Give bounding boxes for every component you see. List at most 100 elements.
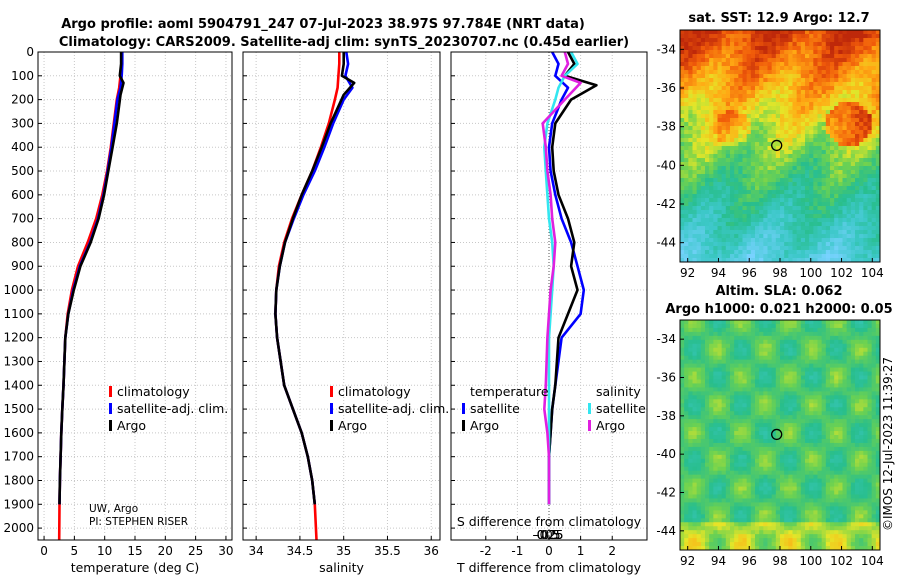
map-cell <box>767 98 773 103</box>
map-cell <box>813 86 818 91</box>
map-cell <box>830 234 835 239</box>
map-cell <box>713 174 718 179</box>
map-cell <box>813 122 818 127</box>
map-cell <box>767 134 773 139</box>
map-cell <box>817 242 823 247</box>
map-cell <box>796 42 802 47</box>
map-cell <box>784 158 789 163</box>
map-cell <box>709 178 714 183</box>
map-cell <box>721 538 727 543</box>
map-cell <box>855 142 860 147</box>
map-cell <box>767 347 773 353</box>
map-cell <box>692 438 698 444</box>
map-cell <box>688 542 693 547</box>
map-cell <box>784 510 789 515</box>
map-cell <box>734 391 739 396</box>
map-cell <box>821 214 827 219</box>
map-cell <box>738 320 743 325</box>
map-cell <box>863 38 868 43</box>
map-cell <box>734 122 739 127</box>
map-cell <box>730 246 735 251</box>
map-cell <box>709 82 714 87</box>
map-cell <box>780 182 785 187</box>
map-cell <box>767 462 773 468</box>
map-cell <box>825 238 831 243</box>
map-cell <box>842 126 848 131</box>
map-cell <box>834 138 839 143</box>
map-cell <box>788 90 793 95</box>
map-cell <box>784 238 789 243</box>
map-cell <box>742 522 748 527</box>
map-cell <box>788 42 793 47</box>
map-cell <box>817 258 823 263</box>
map-cell <box>813 351 818 357</box>
map-cell <box>742 38 748 43</box>
map-cell <box>771 359 777 365</box>
map-cell <box>713 190 718 195</box>
map-cell <box>800 230 806 235</box>
map-cell <box>780 387 785 392</box>
map-cell <box>742 162 748 167</box>
map-cell <box>780 174 785 179</box>
map-cell <box>771 198 777 203</box>
map-cell <box>705 399 710 404</box>
map-cell <box>867 90 873 95</box>
map-cell <box>813 498 818 503</box>
map-cell <box>821 30 827 35</box>
map-cell <box>817 347 823 353</box>
map-cell <box>863 58 868 63</box>
map-cell <box>830 74 835 79</box>
map-cell <box>755 166 760 171</box>
map-cell <box>859 182 864 187</box>
map-cell <box>763 435 768 440</box>
map-cell <box>759 130 764 135</box>
map-cell <box>742 82 748 87</box>
map-cell <box>705 435 710 440</box>
map-cell <box>838 146 843 151</box>
map-cell <box>730 383 735 388</box>
map-cell <box>750 142 756 147</box>
map-cell <box>692 178 698 183</box>
map-cell <box>738 210 743 215</box>
map-cell <box>842 114 848 119</box>
map-cell <box>805 359 810 365</box>
map-cell <box>717 320 723 325</box>
map-cell <box>692 30 698 35</box>
map-cell <box>767 70 773 75</box>
map-cell <box>809 214 814 219</box>
map-cell <box>838 210 843 215</box>
map-cell <box>850 110 856 115</box>
map-cell <box>755 62 760 67</box>
map-cell <box>784 518 789 523</box>
map-cell <box>680 522 685 527</box>
map-cell <box>867 134 873 139</box>
map-cell <box>709 38 714 43</box>
map-cell <box>696 138 702 143</box>
map-cell <box>721 46 727 51</box>
map-cell <box>863 178 868 183</box>
map-cell <box>705 323 710 329</box>
map-cell <box>725 375 731 380</box>
map-cell <box>859 58 864 63</box>
map-cell <box>784 186 789 191</box>
map-cell <box>767 206 773 211</box>
map-cell <box>717 258 723 263</box>
map-cell <box>742 174 748 179</box>
map-cell <box>734 170 739 175</box>
map-cell <box>775 154 781 159</box>
map-cell <box>730 343 735 349</box>
map-cell <box>717 442 723 448</box>
map-cell <box>780 474 785 480</box>
map-cell <box>700 258 706 263</box>
map-cell <box>750 375 756 380</box>
map-cell <box>763 106 768 111</box>
map-cell <box>688 30 693 35</box>
map-cell <box>721 371 727 377</box>
map-cell <box>863 226 868 231</box>
map-cell <box>767 359 773 365</box>
map-cell <box>730 254 735 259</box>
map-cell <box>817 206 823 211</box>
map-cell <box>855 30 860 35</box>
map-cell <box>705 34 710 39</box>
map-cell <box>742 178 748 183</box>
